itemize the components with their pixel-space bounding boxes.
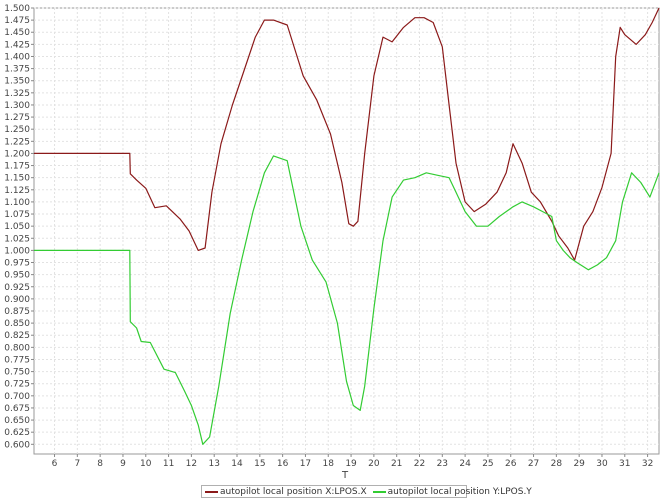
legend-label-x: autopilot local position X:LPOS.X (220, 486, 367, 497)
y-tick-label: 0.975 (4, 259, 30, 269)
legend-label-y: autopilot local position Y:LPOS.Y (387, 486, 532, 497)
grid-lines (34, 7, 659, 454)
x-tick-label: 8 (97, 459, 103, 469)
y-tick-label: 1.125 (4, 186, 30, 196)
chart-legend: autopilot local position X:LPOS.X autopi… (201, 485, 532, 498)
x-tick-label: 27 (528, 459, 539, 469)
series-line-1 (34, 155, 660, 445)
y-axis: 0.600 0.625 0.650 0.675 0.700 0.725 0.750 0.775… (4, 4, 34, 450)
y-tick-label: 1.500 (4, 4, 30, 14)
x-tick-label: 12 (186, 459, 197, 469)
legend-item-x: autopilot local position X:LPOS.X (202, 487, 370, 497)
x-tick-label: 17 (300, 459, 311, 469)
y-tick-label: 1.000 (4, 246, 30, 256)
y-tick-label: 0.825 (4, 331, 30, 341)
x-tick-label: 30 (596, 459, 608, 469)
series-lines (34, 7, 660, 445)
x-tick-label: 24 (459, 459, 471, 469)
x-tick-label: 7 (74, 459, 80, 469)
x-tick-label: 25 (482, 459, 493, 469)
legend-swatch-y (372, 490, 386, 493)
x-tick-label: 26 (505, 459, 517, 469)
y-tick-label: 1.400 (4, 52, 30, 62)
y-tick-label: 0.600 (4, 440, 30, 450)
y-tick-label: 1.300 (4, 101, 30, 111)
x-tick-label: 20 (368, 459, 380, 469)
y-tick-label: 0.900 (4, 295, 30, 305)
y-tick-label: 1.050 (4, 222, 30, 232)
x-tick-label: 19 (345, 459, 357, 469)
y-tick-label: 1.250 (4, 125, 30, 135)
y-tick-label: 0.800 (4, 343, 30, 353)
y-tick-label: 1.475 (4, 16, 30, 26)
y-tick-label: 1.150 (4, 174, 30, 184)
legend-item-y: autopilot local position Y:LPOS.Y (370, 487, 535, 497)
y-tick-label: 0.650 (4, 416, 30, 426)
x-tick-label: 18 (323, 459, 335, 469)
y-tick-label: 0.875 (4, 307, 30, 317)
x-tick-label: 21 (391, 459, 402, 469)
y-tick-label: 0.775 (4, 355, 30, 365)
y-tick-label: 1.025 (4, 234, 30, 244)
y-tick-label: 1.450 (4, 28, 30, 38)
x-tick-label: 23 (437, 459, 448, 469)
y-tick-label: 0.950 (4, 271, 30, 281)
x-tick-label: 32 (642, 459, 653, 469)
x-tick-label: 22 (414, 459, 425, 469)
y-tick-label: 0.925 (4, 283, 30, 293)
y-tick-label: 1.225 (4, 137, 30, 147)
y-tick-label: 0.675 (4, 404, 30, 414)
y-tick-label: 1.100 (4, 198, 30, 208)
legend-swatch-x (205, 490, 218, 493)
y-tick-label: 0.850 (4, 319, 30, 329)
x-tick-label: 14 (231, 459, 243, 469)
x-tick-label: 16 (277, 459, 289, 469)
x-tick-label: 6 (52, 459, 58, 469)
y-tick-label: 1.075 (4, 210, 30, 220)
y-tick-label: 1.200 (4, 149, 30, 159)
y-tick-label: 0.700 (4, 392, 30, 402)
x-tick-label: 11 (163, 459, 174, 469)
series-line-0 (34, 7, 660, 261)
y-tick-label: 1.375 (4, 65, 30, 75)
y-tick-label: 1.425 (4, 40, 30, 50)
x-tick-label: 15 (254, 459, 265, 469)
x-tick-label: 31 (619, 459, 630, 469)
x-tick-label: 29 (573, 459, 585, 469)
y-tick-label: 1.350 (4, 77, 30, 87)
y-tick-label: 0.625 (4, 428, 30, 438)
y-tick-label: 0.725 (4, 380, 30, 390)
y-tick-label: 1.325 (4, 89, 30, 99)
y-tick-label: 1.275 (4, 113, 30, 123)
x-axis: 6 7 8 9 10 11 12 13 14 15 16 17 18 19 20 21 22 23 24 25 26 27… (52, 454, 653, 469)
y-tick-label: 0.750 (4, 368, 30, 378)
y-tick-label: 1.175 (4, 162, 30, 172)
x-axis-title: T (341, 470, 349, 481)
x-tick-label: 10 (140, 459, 152, 469)
x-tick-label: 28 (551, 459, 563, 469)
plot-background (33, 7, 660, 455)
x-tick-label: 9 (120, 459, 126, 469)
x-tick-label: 13 (208, 459, 219, 469)
